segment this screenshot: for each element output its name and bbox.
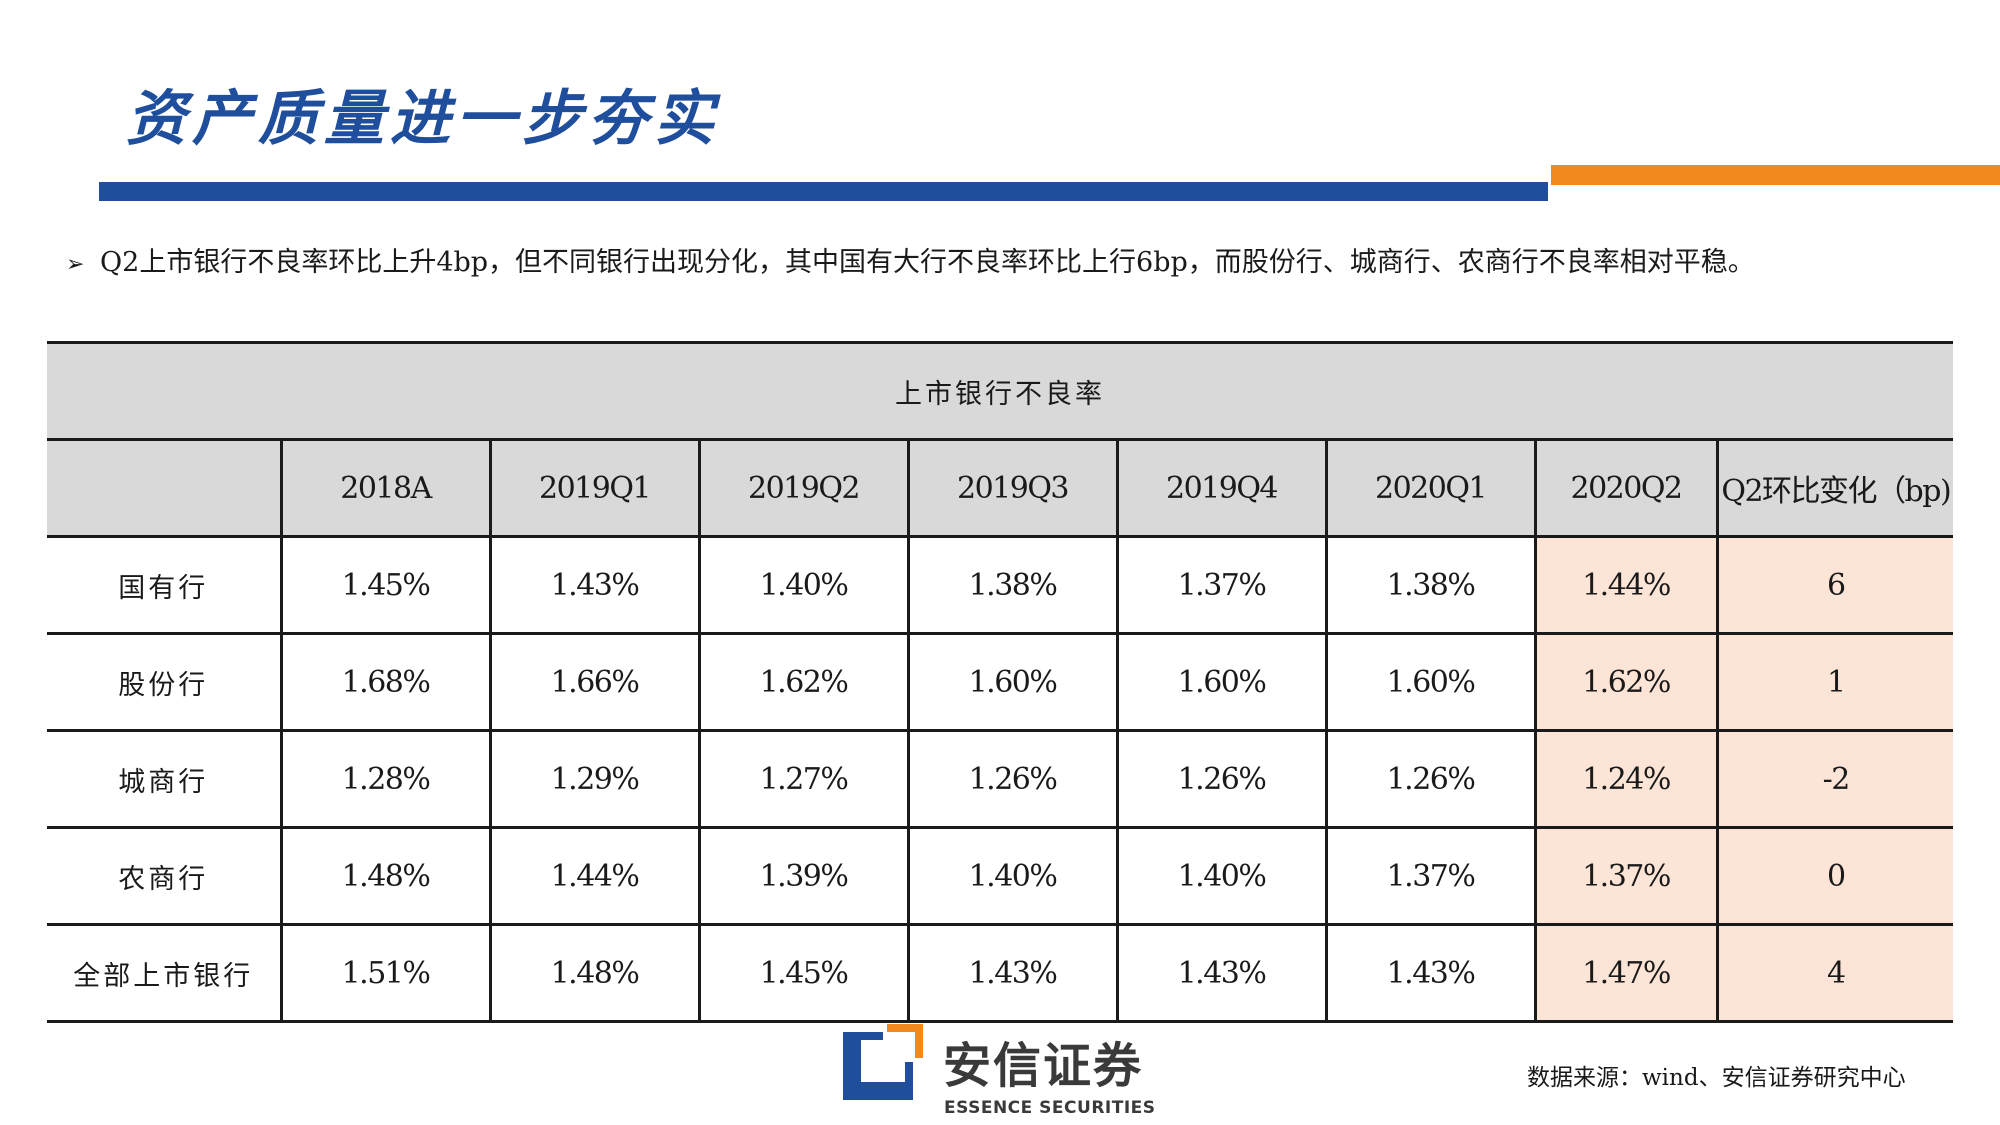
col-header: 2020Q1 [1326,439,1537,538]
table-cell: 1.43% [490,536,701,635]
table-cell-highlight: -2 [1717,730,1954,829]
table-cell: 1.28% [281,730,492,829]
col-header: 2019Q4 [1117,439,1328,538]
table-cell: 1.29% [490,730,701,829]
table-cell: 1.44% [490,827,701,926]
table-cell: 1.37% [1326,827,1537,926]
row-label: 城商行 [47,730,283,829]
table-cell-highlight: 1.62% [1535,633,1719,732]
company-logo: 安信证券 ESSENCE SECURITIES [843,1024,1156,1124]
data-source-note: 数据来源：wind、安信证券研究中心 [1527,1065,1906,1091]
col-header: 2019Q2 [699,439,910,538]
table-cell: 1.48% [281,827,492,926]
table-cell: 1.40% [699,536,910,635]
table-cell: 1.26% [1117,730,1328,829]
table-cell-highlight: 1 [1717,633,1954,732]
table-cell: 1.45% [699,924,910,1023]
bullet-point: ➢ Q2上市银行不良率环比上升4bp，但不同银行出现分化，其中国有大行不良率环比上… [66,240,1966,279]
table-cell: 1.62% [699,633,910,732]
table-row: 农商行 1.48% 1.44% 1.39% 1.40% 1.40% 1.37% … [47,827,1954,926]
col-header: Q2环比变化（bp) [1717,439,1954,538]
table-cell: 1.48% [490,924,701,1023]
table-cell: 1.68% [281,633,492,732]
table-cell: 1.26% [1326,730,1537,829]
table-cell: 1.40% [908,827,1119,926]
table-cell: 1.27% [699,730,910,829]
table-cell: 1.66% [490,633,701,732]
table-cell: 1.43% [1117,924,1328,1023]
table-cell-highlight: 1.44% [1535,536,1719,635]
row-label: 农商行 [47,827,283,926]
table-caption: 上市银行不良率 [47,341,1954,441]
table-cell: 1.40% [1117,827,1328,926]
logo-name-en: ESSENCE SECURITIES [944,1098,1156,1118]
table-cell: 1.60% [908,633,1119,732]
col-header: 2019Q3 [908,439,1119,538]
table-cell: 1.60% [1326,633,1537,732]
table-cell: 1.43% [1326,924,1537,1023]
table-cell: 1.38% [908,536,1119,635]
table-cell-highlight: 6 [1717,536,1954,635]
logo-name-cn: 安信证券 [943,1038,1144,1094]
table-cell: 1.37% [1117,536,1328,635]
table-cell: 1.26% [908,730,1119,829]
table-cell: 1.39% [699,827,910,926]
table-cell: 1.38% [1326,536,1537,635]
table-cell-highlight: 1.37% [1535,827,1719,926]
logo-mark-icon [843,1024,923,1100]
col-header: 2020Q2 [1535,439,1719,538]
row-label: 国有行 [47,536,283,635]
table-row: 全部上市银行 1.51% 1.48% 1.45% 1.43% 1.43% 1.4… [47,924,1954,1023]
table-cell: 1.51% [281,924,492,1023]
col-header: 2019Q1 [490,439,701,538]
npl-table: 上市银行不良率 2018A 2019Q1 2019Q2 2019Q3 2019Q… [47,341,1954,1023]
table-cell-highlight: 1.24% [1535,730,1719,829]
row-label: 全部上市银行 [47,924,283,1023]
corner-cell [47,439,283,538]
table-cell: 1.60% [1117,633,1328,732]
arrow-bullet-icon: ➢ [66,252,85,277]
table-row: 股份行 1.68% 1.66% 1.62% 1.60% 1.60% 1.60% … [47,633,1954,732]
table-cell: 1.45% [281,536,492,635]
table-cell: 1.43% [908,924,1119,1023]
title-underline-blue [99,182,1548,201]
row-label: 股份行 [47,633,283,732]
col-header: 2018A [281,439,492,538]
page-title: 资产质量进一步夯实 [126,84,720,154]
table-cell-highlight: 4 [1717,924,1954,1023]
table-row: 国有行 1.45% 1.43% 1.40% 1.38% 1.37% 1.38% … [47,536,1954,635]
table-cell-highlight: 1.47% [1535,924,1719,1023]
bullet-text: Q2上市银行不良率环比上升4bp，但不同银行出现分化，其中国有大行不良率环比上行… [100,247,1755,278]
table-cell-highlight: 0 [1717,827,1954,926]
title-underline-orange [1551,165,2000,185]
table-row: 城商行 1.28% 1.29% 1.27% 1.26% 1.26% 1.26% … [47,730,1954,829]
